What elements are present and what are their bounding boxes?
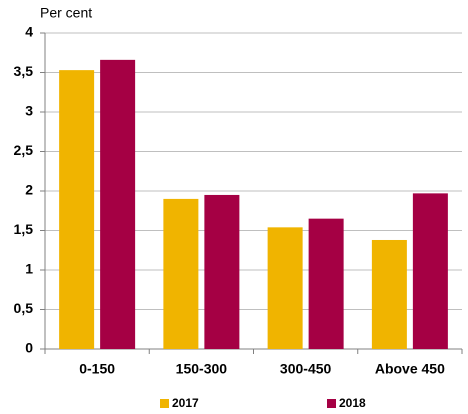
x-tick-label: 300-450	[280, 361, 332, 377]
legend-swatch	[160, 399, 169, 408]
legend-label: 2018	[339, 396, 366, 410]
bar	[267, 227, 303, 349]
y-tick-label: 4	[25, 24, 33, 40]
y-tick-label: 2	[25, 182, 33, 198]
y-tick-label: 2,5	[14, 142, 34, 158]
bar	[412, 193, 448, 349]
legend-swatch	[327, 399, 336, 408]
bar	[308, 218, 344, 349]
y-tick-label: 3	[25, 103, 33, 119]
bar	[204, 194, 240, 349]
y-tick-label: 3,5	[14, 63, 34, 79]
bar	[100, 59, 136, 350]
y-tick-label: 0,5	[14, 300, 34, 316]
bar	[371, 239, 407, 349]
bar	[163, 198, 199, 349]
x-tick-label: Above 450	[375, 361, 445, 377]
y-tick-label: 1,5	[14, 221, 34, 237]
x-tick-label: 0-150	[79, 361, 115, 377]
bar	[59, 70, 95, 349]
axis-label: Per cent	[40, 5, 92, 21]
y-tick-label: 1	[25, 261, 33, 277]
x-tick-label: 150-300	[176, 361, 228, 377]
y-tick-label: 0	[25, 340, 33, 356]
legend-label: 2017	[172, 396, 199, 410]
